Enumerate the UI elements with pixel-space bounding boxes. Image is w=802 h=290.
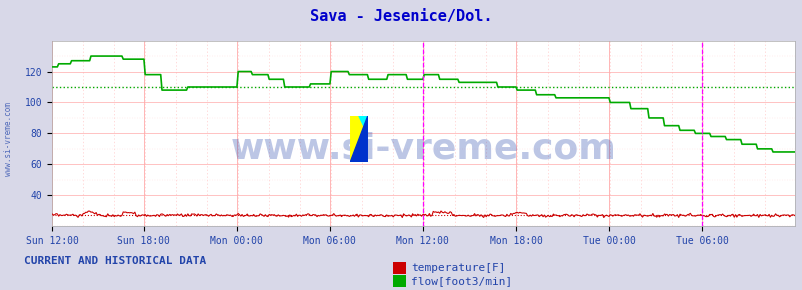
Polygon shape bbox=[350, 116, 367, 162]
Text: Sava - Jesenice/Dol.: Sava - Jesenice/Dol. bbox=[310, 9, 492, 24]
Text: CURRENT AND HISTORICAL DATA: CURRENT AND HISTORICAL DATA bbox=[24, 256, 206, 266]
Polygon shape bbox=[358, 116, 367, 135]
Text: flow[foot3/min]: flow[foot3/min] bbox=[411, 276, 512, 286]
Polygon shape bbox=[350, 116, 367, 162]
Text: www.si-vreme.com: www.si-vreme.com bbox=[3, 102, 13, 176]
Text: temperature[F]: temperature[F] bbox=[411, 263, 505, 273]
Text: www.si-vreme.com: www.si-vreme.com bbox=[230, 131, 616, 165]
